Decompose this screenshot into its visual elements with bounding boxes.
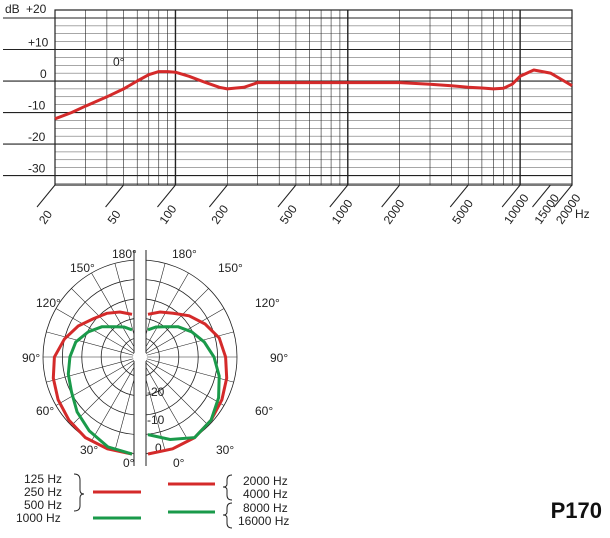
angle-label: 30° <box>216 443 234 457</box>
angle-label: 0° <box>173 456 185 470</box>
legend-label-left: 250 Hz <box>24 485 62 499</box>
legend-label-right: 2000 Hz <box>243 474 288 488</box>
y-tick-label: +20 <box>26 2 47 16</box>
polar-spoke <box>139 356 225 406</box>
polar-spoke <box>139 356 189 442</box>
x-tick-line <box>105 184 124 208</box>
angle-label: 30° <box>80 443 98 457</box>
polar-spoke <box>139 356 209 426</box>
y-axis-label: dB <box>5 2 20 16</box>
angle-label: 120° <box>255 296 280 310</box>
angle-label: 90° <box>22 351 40 365</box>
polar-curve-low <box>51 310 133 456</box>
polar-spoke <box>91 356 141 442</box>
x-tick-line <box>501 184 521 208</box>
y-tick-label: -30 <box>28 162 46 176</box>
x-tick-line <box>449 184 469 208</box>
polar-spoke <box>71 356 141 426</box>
frequency-response-curve <box>54 68 573 121</box>
x-tick-label: 20 <box>36 207 55 226</box>
x-tick-line <box>157 184 176 208</box>
polar-spoke <box>55 308 141 358</box>
polar-spoke <box>139 331 234 358</box>
polar-db-label: -10 <box>147 413 165 427</box>
polar-db-label: -20 <box>147 385 165 399</box>
polar-spoke <box>55 356 141 406</box>
polar-spoke <box>46 356 141 383</box>
x-tick-label: 200 <box>208 202 231 227</box>
angle-label: 180° <box>172 247 197 261</box>
legend-label-left: 1000 Hz <box>16 511 61 525</box>
x-tick-label: 2000 <box>381 197 408 227</box>
polar-spoke <box>71 288 141 358</box>
polar-curve-2000-4000 <box>147 310 229 456</box>
x-tick-line <box>277 184 297 208</box>
legend-label-right: 8000 Hz <box>243 501 288 515</box>
x-tick-line <box>36 184 56 208</box>
x-tick-line <box>553 184 573 208</box>
x-tick-label: 1000 <box>329 197 356 227</box>
angle-label: 180° <box>112 247 137 261</box>
x-tick-line <box>208 184 228 208</box>
x-tick-label: 500 <box>277 202 300 227</box>
x-tick-label: 50 <box>105 207 124 226</box>
x-tick-label: 5000 <box>449 197 476 227</box>
polar-spoke <box>46 331 141 358</box>
polar-spoke <box>139 288 209 358</box>
polar-spoke <box>139 308 225 358</box>
legend-label-left: 500 Hz <box>24 498 62 512</box>
polar-db-label: 0 <box>155 441 162 455</box>
angle-label: 60° <box>36 404 54 418</box>
angle-label: 90° <box>270 351 288 365</box>
angle-label: 0° <box>123 456 135 470</box>
angle-label: 120° <box>36 296 61 310</box>
y-tick-label: 0 <box>40 67 47 81</box>
legend-label-right: 16000 Hz <box>238 514 289 528</box>
x-tick-label: 10000 <box>501 191 532 227</box>
x-axis-label: Hz <box>575 207 590 221</box>
x-tick-line <box>329 184 349 208</box>
polar-curve-1000 <box>66 325 133 456</box>
polar-spoke <box>139 272 189 358</box>
y-tick-label: -20 <box>28 130 46 144</box>
x-tick-line <box>532 184 551 208</box>
legend-brace-right <box>222 502 233 529</box>
angle-label: 60° <box>255 404 273 418</box>
x-tick-line <box>381 184 401 208</box>
y-tick-label: -10 <box>28 99 46 113</box>
angle-label: 150° <box>70 261 95 275</box>
polar-curve-8000-16000 <box>147 325 221 442</box>
freq-frame <box>54 9 573 186</box>
polar-center <box>133 350 147 364</box>
model-name: P170 <box>550 498 602 523</box>
angle-label: 150° <box>218 261 243 275</box>
legend-label-left: 125 Hz <box>24 472 62 486</box>
legend-brace-right <box>222 474 233 501</box>
y-tick-label: +10 <box>28 36 49 50</box>
legend-label-right: 4000 Hz <box>243 487 288 501</box>
curve-label: 0° <box>113 55 125 69</box>
polar-spoke <box>91 272 141 358</box>
legend-brace-left <box>73 473 85 512</box>
x-tick-label: 100 <box>156 202 179 227</box>
